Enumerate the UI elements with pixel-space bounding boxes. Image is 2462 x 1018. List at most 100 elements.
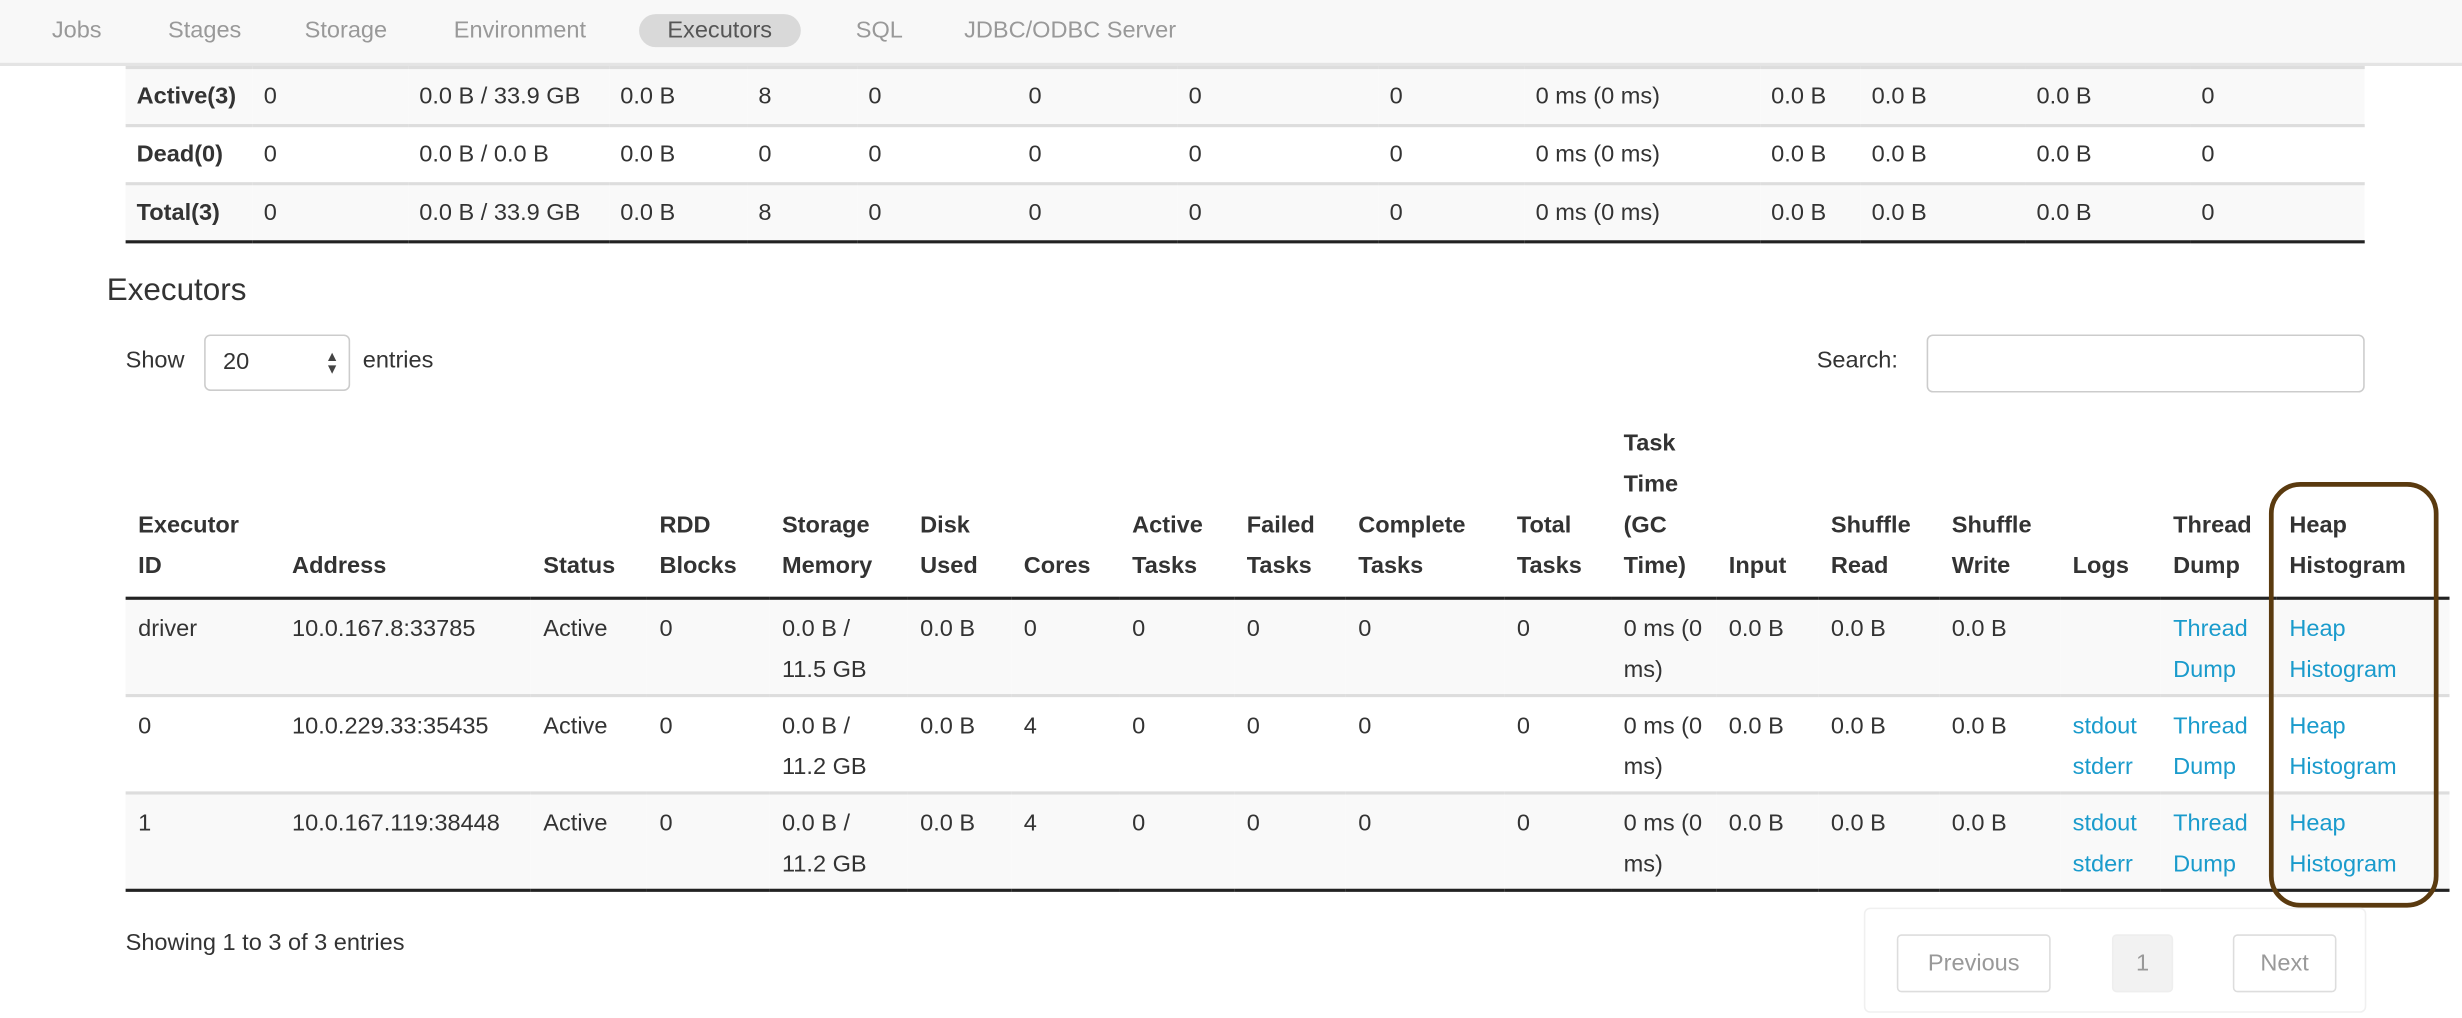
table-cell: 0 [1358,712,1372,740]
search-input[interactable] [1926,334,2365,393]
show-label: Show [125,347,185,374]
tab-environment[interactable]: Environment [453,17,587,44]
column-header[interactable]: Task Time (GC Time) [1623,430,1686,580]
tab-stages[interactable]: Stages [168,17,242,44]
page-1-button[interactable]: 1 [2111,934,2174,993]
table-cell: 0 [1516,615,1530,643]
heap-histogram-link[interactable]: Heap Histogram [2289,810,2397,878]
table-cell: driver [138,615,198,643]
table-cell: 0.0 B [1951,615,2007,643]
entries-label: entries [362,347,434,374]
table-cell: 0 [138,712,152,740]
thread-dump-link[interactable]: Thread Dump [2173,615,2248,684]
tab-executors[interactable]: Executors [639,14,801,48]
column-header[interactable]: Complete Tasks [1358,511,1466,580]
thread-dump-cell: Thread Dump [2161,696,2277,793]
tab-jobs[interactable]: Jobs [51,17,102,44]
summary-cell: 0 [1389,199,1403,227]
summary-row: Active(3) 0 0.0 B / 33.9 GB 0.0 B 8 0 0 0 0 0 ms … [125,67,2365,126]
tab-jdbc-odbc-server[interactable]: JDBC/ODBC Server [964,17,1177,44]
summary-cell: 0 [2201,199,2215,227]
next-button[interactable]: Next [2232,934,2337,993]
tab-sql[interactable]: SQL [855,17,903,44]
thread-dump-link[interactable]: Thread Dump [2173,810,2248,878]
table-cell: 0 [659,810,673,837]
column-header[interactable]: Status [543,552,616,580]
table-row: 0 10.0.229.33:35435 Active 0 0.0 B / 11.2 GB… [125,695,2450,793]
summary-cell: 0.0 B [1871,83,1927,110]
page-size-select[interactable]: 20 ▲ ▼ [204,334,351,391]
summary-cell: 0 [1389,141,1403,169]
table-cell: Active [543,615,608,643]
table-cell: 10.0.229.33:35435 [292,712,489,740]
heap-histogram-link[interactable]: Heap Histogram [2289,615,2397,684]
table-row: driver 10.0.167.8:33785 Active 0 0.0 B / 11.… [125,598,2450,696]
table-cell: 0.0 B [1728,615,1784,643]
column-header[interactable]: Shuffle Write [1951,511,2032,580]
logs-cell: stdout stderr [2060,696,2160,793]
column-header[interactable]: Disk Used [920,511,978,580]
heap-histogram-link[interactable]: Heap Histogram [2289,712,2397,781]
column-header[interactable]: Storage Memory [781,511,873,580]
previous-button[interactable]: Previous [1896,934,2051,993]
summary-cell: 0.0 B [620,83,676,110]
table-cell: 0 [1132,615,1146,643]
summary-cell: 0 [1028,199,1042,227]
pagination: Previous 1 Next [1863,907,2367,1013]
summary-cell: 0 [758,141,772,169]
row-label: Total(3) [136,199,220,227]
column-header[interactable]: Failed Tasks [1246,511,1315,580]
column-header[interactable]: Cores [1023,552,1091,580]
table-cell: 4 [1023,810,1037,837]
column-header[interactable]: Active Tasks [1132,511,1203,580]
table-cell: 0.0 B [920,615,976,643]
table-cell: 0 [1246,810,1260,837]
table-cell: 0.0 B [1830,712,1886,740]
stdout-link[interactable]: stdout [2072,712,2137,740]
summary-cell: 0 [1188,141,1202,169]
summary-cell: 0 [1188,199,1202,227]
column-header[interactable]: Logs [2072,552,2129,580]
column-header[interactable]: Shuffle Read [1830,511,1911,580]
summary-cell: 0 ms (0 ms) [1535,199,1660,227]
column-header[interactable]: Address [292,552,387,580]
table-cell: 0.0 B / 11.5 GB [781,615,867,684]
table-cell: 0 [1023,615,1037,643]
summary-cell: 0.0 B [1771,199,1827,227]
summary-cell: 0 [868,83,882,110]
column-header[interactable]: Executor ID [138,511,239,580]
thread-dump-cell: Thread Dump [2161,598,2277,695]
column-header[interactable]: Total Tasks [1516,511,1582,580]
summary-cell: 0 [263,141,277,169]
table-cell: 4 [1023,712,1037,740]
stdout-link[interactable]: stdout [2072,810,2137,837]
table-cell: 0 [1246,615,1260,643]
stderr-link[interactable]: stderr [2072,753,2133,781]
updown-arrow-icon: ▲ ▼ [325,348,340,377]
summary-row: Total(3) 0 0.0 B / 33.9 GB 0.0 B 8 0 0 0 0 0 ms (… [125,183,2365,242]
summary-table: Active(3) 0 0.0 B / 33.9 GB 0.0 B 8 0 0 0 0 0 ms … [125,66,2365,243]
table-cell: 0 [1132,810,1146,837]
column-header[interactable]: Thread Dump [2173,511,2252,580]
tab-storage[interactable]: Storage [304,17,388,44]
column-header[interactable]: Input [1728,552,1787,580]
thread-dump-link[interactable]: Thread Dump [2173,712,2248,781]
table-cell: 0.0 B [1728,712,1784,740]
summary-cell: 0.0 B [2036,83,2092,110]
summary-cell: 0 [868,199,882,227]
summary-cell: 0.0 B / 33.9 GB [419,199,581,227]
column-header[interactable]: RDD Blocks [659,511,737,580]
table-cell: 0 [1358,810,1372,837]
heap-histogram-cell: Heap Histogram [2277,598,2450,695]
heap-histogram-cell: Heap Histogram [2277,793,2450,890]
summary-cell: 0.0 B / 0.0 B [419,141,549,169]
column-header[interactable]: Heap Histogram [2289,511,2406,580]
table-cell: 0 ms (0 ms) [1623,615,1703,684]
summary-cell: 0 [1188,83,1202,110]
summary-cell: 0 [2201,83,2215,110]
stderr-link[interactable]: stderr [2072,851,2133,878]
table-cell: 0.0 B / 11.2 GB [781,712,867,781]
summary-cell: 0 [1389,83,1403,110]
table-cell: 0.0 B [1728,810,1784,837]
summary-cell: 0.0 B [2036,141,2092,169]
